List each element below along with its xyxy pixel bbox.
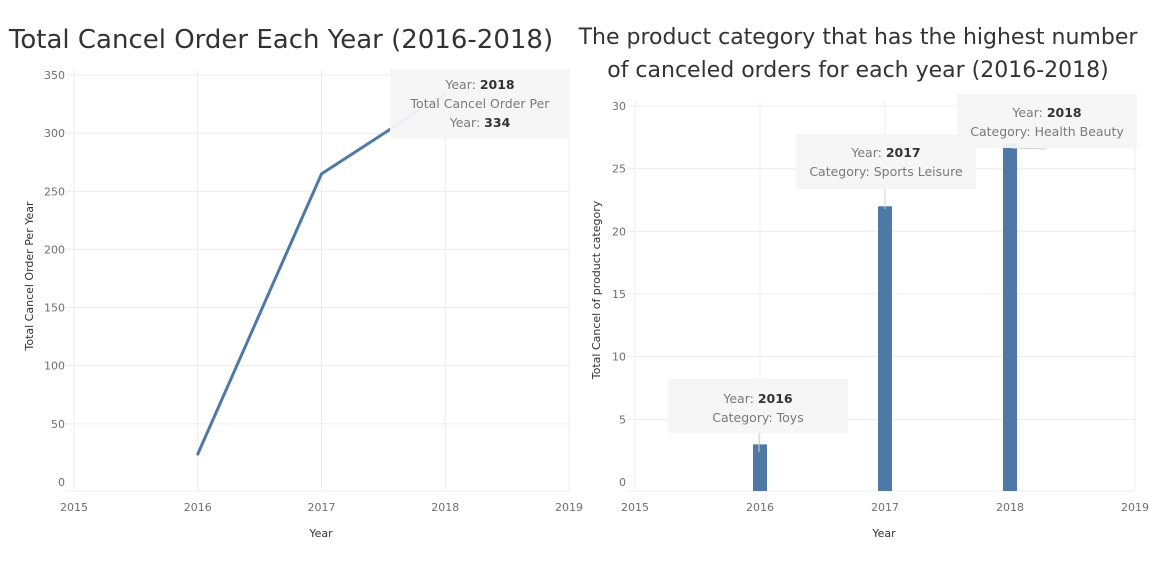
bar-2017[interactable] [878, 206, 892, 491]
y-tick-label: 0 [619, 476, 626, 489]
y-tick-label: 150 [44, 302, 65, 315]
tooltip-year-line: Year: 2017 [850, 145, 920, 160]
x-tick-label: 2016 [184, 501, 212, 514]
tooltip-category-line: Category: Sports Leisure [809, 164, 963, 179]
line-chart-x-ticks: 2015 2016 2017 2018 2019 [60, 501, 583, 514]
bar-tooltip-2018: Year: 2018 Category: Health Beauty [957, 94, 1137, 150]
y-tick-label: 300 [44, 127, 65, 140]
y-tick-label: 15 [612, 288, 626, 301]
tooltip-year-line: Year: 2018 [1011, 105, 1081, 120]
x-tick-label: 2015 [60, 501, 88, 514]
bar-chart-title-line1: The product category that has the highes… [578, 25, 1139, 50]
y-tick-label: 25 [612, 163, 626, 176]
tooltip-box [390, 69, 570, 139]
tooltip-box [957, 94, 1137, 148]
x-tick-label: 2017 [871, 501, 899, 514]
bar-series [753, 143, 1017, 491]
y-tick-label: 200 [44, 243, 65, 256]
bar-tooltip-2016: Year: 2016 Category: Toys [668, 379, 848, 452]
tooltip-year-line: Year: 2016 [722, 391, 793, 406]
y-tick-label: 10 [612, 351, 626, 364]
y-tick-label: 250 [44, 185, 65, 198]
bar-chart-y-ticks: 0 5 10 15 20 25 30 [612, 100, 626, 489]
tooltip-year-line: Year: 2018 [444, 77, 514, 92]
x-tick-label: 2019 [1121, 501, 1149, 514]
y-tick-label: 5 [619, 413, 626, 426]
line-chart-y-axis-title: Total Cancel Order Per Year [23, 201, 36, 351]
line-chart-gridlines [66, 70, 570, 492]
bar-2018[interactable] [1003, 143, 1017, 491]
bar-chart: The product category that has the highes… [578, 25, 1149, 540]
y-tick-label: 0 [58, 476, 65, 489]
x-tick-label: 2016 [746, 501, 774, 514]
bar-chart-x-ticks: 2015 2016 2017 2018 2019 [621, 501, 1149, 514]
tooltip-category-line: Category: Health Beauty [970, 124, 1124, 139]
x-tick-label: 2017 [308, 501, 336, 514]
bar-chart-y-axis-title: Total Cancel of product category [590, 200, 603, 380]
x-tick-label: 2019 [555, 501, 583, 514]
bar-tooltip-2017: Year: 2017 Category: Sports Leisure [796, 134, 976, 209]
line-chart-tooltip: Year: 2018 Total Cancel Order Per Year: … [390, 69, 570, 139]
x-tick-label: 2015 [621, 501, 649, 514]
y-tick-label: 350 [44, 69, 65, 82]
tooltip-category-line: Category: Toys [712, 410, 803, 425]
line-chart: Total Cancel Order Each Year (2016-2018)… [8, 25, 583, 540]
tooltip-value-line: Year: 334 [449, 115, 511, 130]
y-tick-label: 100 [44, 360, 65, 373]
y-tick-label: 50 [51, 418, 65, 431]
bar-2016[interactable] [753, 444, 767, 491]
y-tick-label: 20 [612, 225, 626, 238]
y-tick-label: 30 [612, 100, 626, 113]
x-tick-label: 2018 [996, 501, 1024, 514]
tooltip-metric-line: Total Cancel Order Per [410, 96, 551, 111]
x-tick-label: 2018 [431, 501, 459, 514]
bar-chart-x-axis-title: Year [871, 527, 896, 540]
bar-chart-title-line2: of canceled orders for each year (2016-2… [607, 58, 1109, 83]
tooltip-box [796, 134, 976, 189]
line-chart-x-axis-title: Year [308, 527, 333, 540]
tooltip-box [668, 379, 848, 433]
line-chart-title: Total Cancel Order Each Year (2016-2018) [8, 25, 553, 55]
line-chart-y-ticks: 0 50 100 150 200 250 300 350 [44, 69, 65, 489]
